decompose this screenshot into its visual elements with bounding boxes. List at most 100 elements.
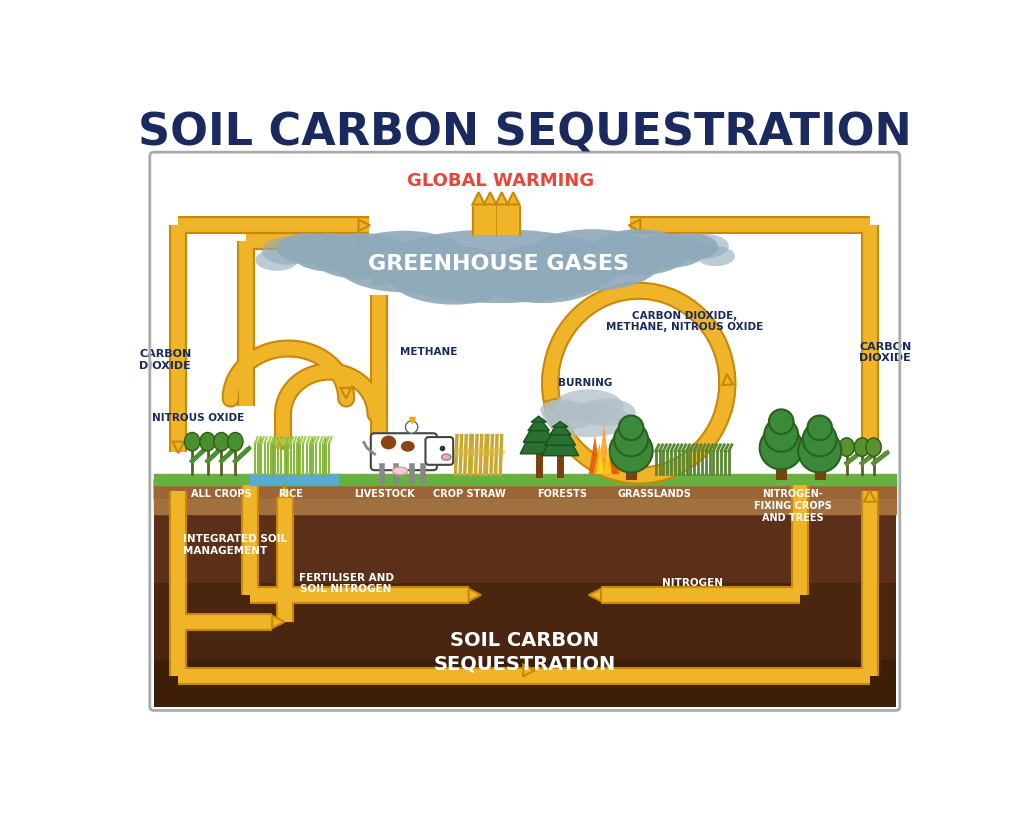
Polygon shape bbox=[553, 422, 568, 427]
Text: SOIL CARBON SEQUESTRATION: SOIL CARBON SEQUESTRATION bbox=[138, 111, 911, 155]
Polygon shape bbox=[550, 422, 571, 435]
Bar bbox=[154, 156, 896, 476]
Ellipse shape bbox=[659, 233, 718, 260]
Text: NITROGEN: NITROGEN bbox=[663, 578, 723, 588]
Ellipse shape bbox=[467, 448, 490, 457]
Polygon shape bbox=[598, 424, 610, 474]
Polygon shape bbox=[593, 443, 605, 474]
Circle shape bbox=[807, 415, 833, 440]
Polygon shape bbox=[484, 192, 497, 205]
Text: INTEGRATED SOIL
MANAGEMENT: INTEGRATED SOIL MANAGEMENT bbox=[183, 534, 287, 555]
Ellipse shape bbox=[392, 467, 408, 475]
Ellipse shape bbox=[680, 233, 729, 259]
Bar bbox=[154, 491, 896, 583]
Bar bbox=[154, 491, 896, 506]
Polygon shape bbox=[340, 387, 351, 399]
Text: CARBON DIOXIDE,
METHANE, NITROUS OXIDE: CARBON DIOXIDE, METHANE, NITROUS OXIDE bbox=[606, 310, 764, 333]
Polygon shape bbox=[546, 399, 557, 410]
Polygon shape bbox=[278, 438, 289, 450]
Ellipse shape bbox=[523, 229, 662, 291]
Bar bbox=[154, 583, 896, 660]
Ellipse shape bbox=[547, 403, 631, 437]
Text: GRASSLANDS: GRASSLANDS bbox=[617, 490, 691, 500]
Polygon shape bbox=[589, 589, 601, 601]
Polygon shape bbox=[520, 416, 557, 454]
Circle shape bbox=[803, 423, 837, 456]
Polygon shape bbox=[358, 219, 370, 231]
Polygon shape bbox=[604, 445, 616, 474]
Text: ALL CROPS: ALL CROPS bbox=[191, 490, 252, 500]
Ellipse shape bbox=[214, 432, 229, 451]
Circle shape bbox=[406, 421, 418, 433]
Text: CARBON
DIOXIDE: CARBON DIOXIDE bbox=[139, 349, 191, 371]
Ellipse shape bbox=[255, 249, 298, 271]
Polygon shape bbox=[864, 441, 876, 453]
Ellipse shape bbox=[839, 438, 854, 456]
Circle shape bbox=[798, 429, 842, 473]
Ellipse shape bbox=[227, 432, 243, 451]
Ellipse shape bbox=[400, 441, 415, 452]
Ellipse shape bbox=[854, 438, 869, 456]
Ellipse shape bbox=[578, 399, 636, 427]
Ellipse shape bbox=[543, 401, 596, 429]
Polygon shape bbox=[373, 272, 384, 284]
Polygon shape bbox=[507, 192, 519, 205]
Text: RICE: RICE bbox=[279, 490, 303, 500]
Polygon shape bbox=[172, 441, 184, 453]
Circle shape bbox=[618, 415, 643, 440]
Polygon shape bbox=[722, 374, 733, 385]
Ellipse shape bbox=[696, 247, 735, 266]
Bar bbox=[154, 483, 896, 506]
Polygon shape bbox=[272, 616, 285, 628]
Ellipse shape bbox=[376, 229, 622, 303]
Polygon shape bbox=[523, 664, 535, 676]
Ellipse shape bbox=[388, 247, 519, 305]
Ellipse shape bbox=[452, 448, 475, 457]
Text: NITROGEN-
FIXING CROPS
AND TREES: NITROGEN- FIXING CROPS AND TREES bbox=[754, 490, 831, 523]
Polygon shape bbox=[472, 192, 484, 205]
Text: FERTILISER AND
SOIL NITROGEN: FERTILISER AND SOIL NITROGEN bbox=[299, 572, 393, 594]
FancyBboxPatch shape bbox=[371, 433, 437, 470]
Ellipse shape bbox=[335, 231, 473, 292]
Polygon shape bbox=[589, 436, 601, 474]
Text: SOIL CARBON
SEQUESTRATION: SOIL CARBON SEQUESTRATION bbox=[434, 631, 615, 674]
Text: METHANE: METHANE bbox=[400, 347, 458, 357]
Polygon shape bbox=[358, 235, 370, 247]
Ellipse shape bbox=[554, 389, 624, 423]
Ellipse shape bbox=[441, 454, 451, 460]
Circle shape bbox=[769, 410, 794, 434]
Text: GLOBAL WARMING: GLOBAL WARMING bbox=[407, 173, 594, 191]
Ellipse shape bbox=[184, 432, 200, 451]
Text: CROP STRAW: CROP STRAW bbox=[433, 490, 506, 500]
Text: CARBON
DIOXIDE: CARBON DIOXIDE bbox=[859, 342, 911, 363]
Ellipse shape bbox=[200, 432, 215, 451]
Polygon shape bbox=[596, 447, 604, 474]
Ellipse shape bbox=[311, 233, 412, 279]
Polygon shape bbox=[604, 447, 611, 474]
Polygon shape bbox=[469, 589, 481, 601]
Text: FORESTS: FORESTS bbox=[537, 490, 587, 500]
Ellipse shape bbox=[589, 229, 689, 275]
Ellipse shape bbox=[477, 245, 608, 303]
Text: BURNING: BURNING bbox=[558, 378, 612, 388]
Ellipse shape bbox=[633, 233, 707, 268]
Ellipse shape bbox=[541, 400, 584, 421]
Circle shape bbox=[760, 427, 803, 469]
Polygon shape bbox=[523, 416, 554, 442]
Ellipse shape bbox=[291, 233, 368, 272]
Polygon shape bbox=[864, 491, 876, 502]
Polygon shape bbox=[545, 422, 575, 446]
Ellipse shape bbox=[276, 233, 339, 264]
Polygon shape bbox=[607, 439, 620, 474]
Polygon shape bbox=[542, 422, 579, 455]
Ellipse shape bbox=[482, 448, 506, 457]
Polygon shape bbox=[531, 416, 547, 422]
Text: GREENHOUSE GASES: GREENHOUSE GASES bbox=[368, 254, 629, 274]
Bar bbox=[154, 660, 896, 707]
Ellipse shape bbox=[261, 237, 315, 265]
FancyBboxPatch shape bbox=[425, 437, 454, 465]
Polygon shape bbox=[629, 219, 640, 231]
Ellipse shape bbox=[866, 438, 882, 456]
Ellipse shape bbox=[381, 436, 396, 450]
Polygon shape bbox=[279, 485, 291, 497]
